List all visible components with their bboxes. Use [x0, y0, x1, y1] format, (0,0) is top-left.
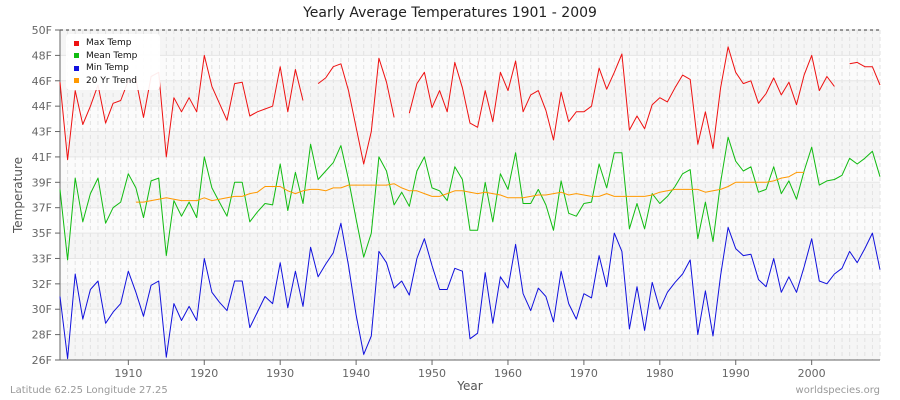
y-tick-label: 26F — [32, 354, 52, 367]
legend-label: Max Temp — [86, 38, 132, 49]
min-swatch-icon — [74, 65, 79, 71]
legend-label: 20 Yr Trend — [86, 75, 138, 86]
max-swatch-icon — [74, 40, 79, 46]
legend-label: Mean Temp — [86, 50, 138, 61]
y-tick-label: 39F — [32, 176, 52, 189]
y-tick-label: 35F — [32, 227, 52, 240]
y-tick-label: 30F — [32, 303, 52, 316]
legend-label: Min Temp — [86, 63, 129, 74]
series-line-max-temp — [849, 61, 881, 86]
y-tick-label: 28F — [32, 329, 52, 342]
x-tick-label: 1930 — [266, 367, 294, 380]
y-tick-label: 46F — [32, 75, 52, 88]
trend-swatch-icon — [74, 78, 79, 84]
y-tick-label: 41F — [32, 151, 52, 164]
legend-item-max: Max Temp — [71, 37, 155, 50]
x-tick-label: 1950 — [418, 367, 446, 380]
legend-item-trend: 20 Yr Trend — [71, 75, 155, 88]
x-tick-label: 1970 — [570, 367, 598, 380]
mean-swatch-icon — [74, 53, 79, 59]
x-tick-label: 1940 — [342, 367, 370, 380]
series-line-max-temp — [59, 54, 304, 161]
x-tick-label: 1910 — [114, 367, 142, 380]
y-tick-label: 43F — [32, 126, 52, 139]
series-line-max-temp — [317, 57, 395, 165]
y-tick-label: 32F — [32, 278, 52, 291]
series-line-max-temp — [408, 46, 835, 149]
y-tick-label: 33F — [32, 252, 52, 265]
x-axis-label: Year — [457, 379, 483, 393]
x-tick-label: 2000 — [798, 367, 826, 380]
chart-title: Yearly Average Temperatures 1901 - 2009 — [303, 5, 597, 21]
y-tick-label: 48F — [32, 49, 52, 62]
series-line-20-yr-trend — [135, 171, 805, 203]
series-line-mean-temp — [59, 136, 881, 261]
legend-item-min: Min Temp — [71, 62, 155, 75]
x-tick-label: 1980 — [646, 367, 674, 380]
source-link[interactable]: worldspecies.org — [795, 385, 880, 396]
series-line-min-temp — [59, 222, 881, 360]
location-caption: Latitude 62.25 Longitude 27.25 — [10, 385, 168, 396]
x-tick-label: 1920 — [190, 367, 218, 380]
x-tick-label: 1960 — [494, 367, 522, 380]
legend: Max Temp Mean Temp Min Temp 20 Yr Trend — [66, 34, 160, 90]
legend-item-mean: Mean Temp — [71, 50, 155, 63]
x-tick-label: 1990 — [722, 367, 750, 380]
y-tick-label: 50F — [32, 24, 52, 37]
y-axis-label: Temperature — [11, 156, 25, 234]
y-tick-label: 44F — [32, 100, 52, 113]
y-tick-label: 37F — [32, 202, 52, 215]
